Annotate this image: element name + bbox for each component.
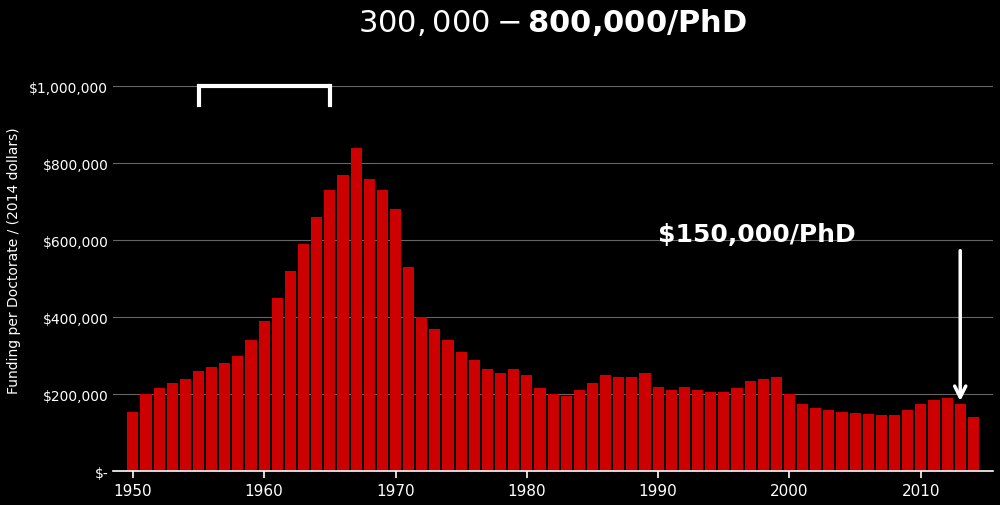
Bar [836, 412, 848, 471]
Bar [508, 370, 519, 471]
Bar [784, 394, 795, 471]
Bar [968, 418, 979, 471]
Bar [167, 383, 178, 471]
Bar [587, 383, 598, 471]
Bar [495, 373, 506, 471]
Bar [574, 390, 585, 471]
Bar [127, 412, 138, 471]
Bar [771, 377, 782, 471]
Bar [232, 356, 243, 471]
Bar [298, 244, 309, 471]
Bar [364, 179, 375, 471]
Bar [403, 268, 414, 471]
Y-axis label: Funding per Doctorate / (2014 dollars): Funding per Doctorate / (2014 dollars) [7, 127, 21, 393]
Bar [206, 368, 217, 471]
Title: $300,000-$800,000/PhD: $300,000-$800,000/PhD [358, 7, 748, 38]
Bar [154, 389, 165, 471]
Bar [915, 404, 926, 471]
Bar [482, 370, 493, 471]
Bar [692, 390, 703, 471]
Bar [140, 394, 152, 471]
Bar [889, 416, 900, 471]
Bar [639, 373, 651, 471]
Bar [955, 404, 966, 471]
Bar [180, 379, 191, 471]
Bar [561, 396, 572, 471]
Bar [666, 390, 677, 471]
Bar [613, 377, 624, 471]
Bar [876, 416, 887, 471]
Bar [219, 364, 230, 471]
Bar [810, 408, 821, 471]
Bar [337, 175, 349, 471]
Bar [377, 191, 388, 471]
Bar [850, 414, 861, 471]
Bar [928, 400, 940, 471]
Bar [351, 148, 362, 471]
Bar [324, 191, 335, 471]
Bar [245, 341, 257, 471]
Bar [311, 218, 322, 471]
Bar [285, 272, 296, 471]
Bar [942, 398, 953, 471]
Bar [718, 392, 729, 471]
Bar [521, 375, 532, 471]
Bar [902, 410, 913, 471]
Bar [731, 389, 743, 471]
Bar [863, 415, 874, 471]
Bar [456, 352, 467, 471]
Bar [745, 381, 756, 471]
Bar [600, 375, 611, 471]
Bar [797, 404, 808, 471]
Bar [429, 329, 440, 471]
Bar [416, 318, 427, 471]
Bar [653, 387, 664, 471]
Bar [193, 371, 204, 471]
Bar [390, 210, 401, 471]
Bar [758, 379, 769, 471]
Bar [442, 341, 454, 471]
Bar [626, 377, 637, 471]
Bar [259, 321, 270, 471]
Bar [534, 389, 546, 471]
Bar [823, 410, 834, 471]
Bar [705, 392, 716, 471]
Text: $150,000/PhD: $150,000/PhD [658, 223, 856, 247]
Bar [272, 298, 283, 471]
Bar [679, 387, 690, 471]
Bar [548, 394, 559, 471]
Bar [469, 360, 480, 471]
